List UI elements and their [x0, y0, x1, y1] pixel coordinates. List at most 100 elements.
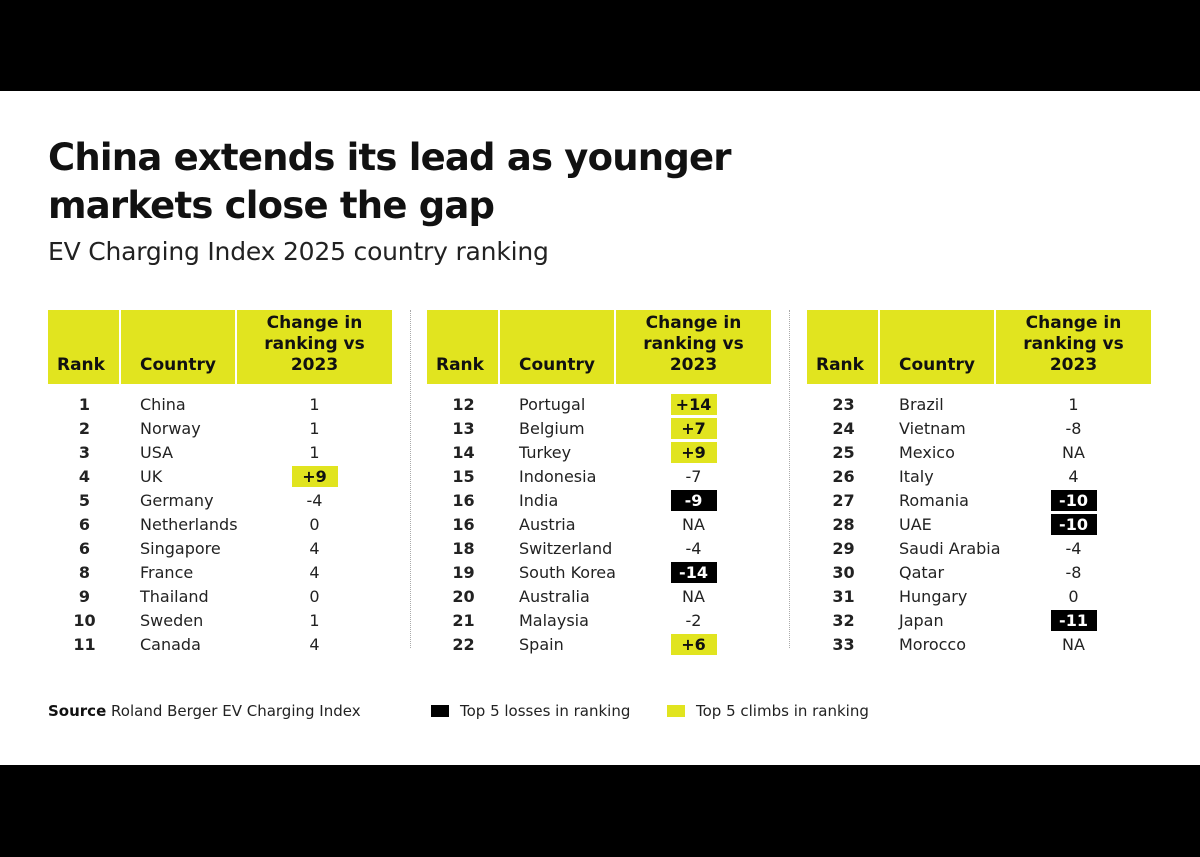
ranking-table-3: Rank Country Change in ranking vs 2023 23 Br… — [807, 310, 1153, 656]
rank-cell: 1 — [78, 394, 91, 414]
rank-cell: 29 — [832, 538, 855, 558]
country-cell: Saudi Arabia — [899, 538, 1001, 558]
rank-cell: 18 — [452, 538, 475, 558]
rank-cell: 4 — [78, 466, 91, 486]
country-cell: Canada — [140, 634, 201, 654]
source-note: Source Roland Berger EV Charging Index — [48, 702, 361, 720]
table-row: 27 Romania -10 — [807, 488, 1153, 512]
rank-cell: 19 — [452, 562, 475, 582]
change-cell: 1 — [237, 394, 392, 415]
rank-cell: 23 — [832, 394, 855, 414]
country-cell: Norway — [140, 418, 201, 438]
change-cell: +6 — [616, 633, 771, 655]
bottom-letterbox-bar — [0, 765, 1200, 857]
header-rank: Rank — [807, 310, 878, 384]
change-value: -8 — [1065, 418, 1082, 438]
top-letterbox-bar — [0, 0, 1200, 91]
table-row: 8 France 4 — [48, 560, 394, 584]
rank-cell: 6 — [78, 538, 91, 558]
page-title: China extends its lead as younger market… — [48, 136, 732, 227]
loss-badge: -14 — [670, 561, 717, 583]
country-cell: France — [140, 562, 194, 582]
change-cell: -2 — [616, 610, 771, 631]
change-cell: -10 — [996, 489, 1151, 511]
country-cell: Mexico — [899, 442, 955, 462]
table-row: 15 Indonesia -7 — [427, 464, 773, 488]
change-value: NA — [1062, 442, 1085, 462]
table-row: 14 Turkey +9 — [427, 440, 773, 464]
change-value: 1 — [309, 394, 320, 414]
rank-cell: 10 — [73, 610, 96, 630]
table-row: 32 Japan -11 — [807, 608, 1153, 632]
legend-losses: Top 5 losses in ranking — [431, 702, 630, 720]
change-value: -4 — [1065, 538, 1082, 558]
table-row: 10 Sweden 1 — [48, 608, 394, 632]
table-row: 29 Saudi Arabia -4 — [807, 536, 1153, 560]
rank-cell: 9 — [78, 586, 91, 606]
change-cell: -7 — [616, 466, 771, 487]
source-label: Source — [48, 702, 107, 720]
country-cell: Turkey — [519, 442, 572, 462]
rank-cell: 14 — [452, 442, 475, 462]
change-cell: 1 — [996, 394, 1151, 415]
country-cell: Portugal — [519, 394, 586, 414]
table-row: 22 Spain +6 — [427, 632, 773, 656]
change-cell: 0 — [237, 514, 392, 535]
rank-cell: 22 — [452, 634, 475, 654]
change-value: 1 — [309, 418, 320, 438]
loss-badge: -9 — [670, 489, 717, 511]
table-row: 28 UAE -10 — [807, 512, 1153, 536]
table-row: 16 India -9 — [427, 488, 773, 512]
country-cell: Switzerland — [519, 538, 613, 558]
country-cell: UAE — [899, 514, 932, 534]
country-cell: Netherlands — [140, 514, 238, 534]
rank-cell: 2 — [78, 418, 91, 438]
rank-cell: 15 — [452, 466, 475, 486]
change-value: -8 — [1065, 562, 1082, 582]
header-change: Change in ranking vs 2023 — [237, 310, 392, 384]
country-cell: India — [519, 490, 559, 510]
change-value: -4 — [685, 538, 702, 558]
change-value: NA — [1062, 634, 1085, 654]
change-cell: +7 — [616, 417, 771, 439]
change-cell: -4 — [237, 490, 392, 511]
change-cell: 4 — [237, 562, 392, 583]
page-subtitle: EV Charging Index 2025 country ranking — [48, 237, 549, 266]
rank-cell: 26 — [832, 466, 855, 486]
change-cell: 4 — [237, 634, 392, 655]
country-cell: Romania — [899, 490, 969, 510]
country-cell: South Korea — [519, 562, 616, 582]
header-change: Change in ranking vs 2023 — [616, 310, 771, 384]
change-cell: 1 — [237, 442, 392, 463]
table-header: Rank Country Change in ranking vs 2023 — [48, 310, 394, 384]
table-row: 31 Hungary 0 — [807, 584, 1153, 608]
climb-badge: +9 — [291, 465, 338, 487]
change-cell: -10 — [996, 513, 1151, 535]
table-header: Rank Country Change in ranking vs 2023 — [807, 310, 1153, 384]
change-value: 4 — [309, 562, 320, 582]
table-row: 25 Mexico NA — [807, 440, 1153, 464]
climb-badge: +7 — [670, 417, 717, 439]
change-value: -7 — [685, 466, 702, 486]
table-row: 16 Austria NA — [427, 512, 773, 536]
table-header: Rank Country Change in ranking vs 2023 — [427, 310, 773, 384]
change-value: 0 — [309, 514, 320, 534]
rank-cell: 21 — [452, 610, 475, 630]
rank-cell: 33 — [832, 634, 855, 654]
change-cell: -8 — [996, 418, 1151, 439]
country-cell: Sweden — [140, 610, 204, 630]
header-rank: Rank — [48, 310, 119, 384]
table-row: 33 Morocco NA — [807, 632, 1153, 656]
ranking-table-1: Rank Country Change in ranking vs 2023 1 Chi… — [48, 310, 394, 656]
change-cell: +9 — [616, 441, 771, 463]
table-row: 21 Malaysia -2 — [427, 608, 773, 632]
country-cell: Brazil — [899, 394, 944, 414]
table-row: 6 Netherlands 0 — [48, 512, 394, 536]
change-cell: 4 — [996, 466, 1151, 487]
change-cell: 1 — [237, 610, 392, 631]
climb-badge: +14 — [670, 393, 717, 415]
table-body: 12 Portugal +14 13 Belgium +7 14 Turkey +9 15 Indo… — [427, 384, 773, 656]
change-cell: 4 — [237, 538, 392, 559]
table-row: 26 Italy 4 — [807, 464, 1153, 488]
rank-cell: 20 — [452, 586, 475, 606]
